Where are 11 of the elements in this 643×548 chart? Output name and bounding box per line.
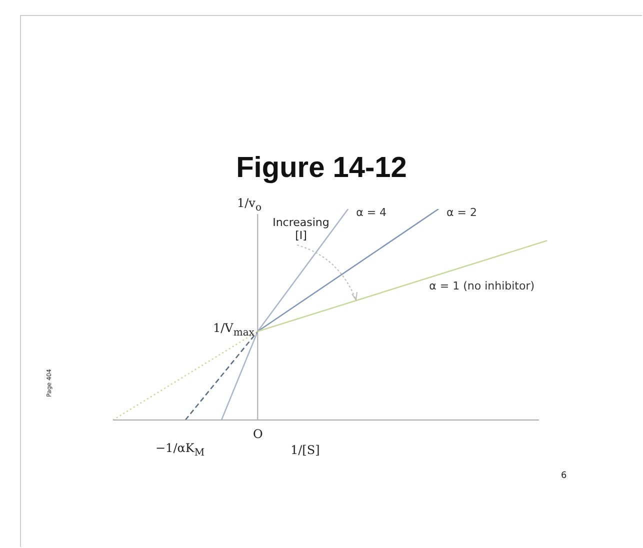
y-axis-title: 1/v$_{o}$: [237, 196, 262, 215]
annotation: 1/V$_{max}$: [213, 320, 254, 340]
x-axis-title: 1/[S]: [290, 443, 320, 457]
annotation: Increasing [I]: [272, 216, 330, 242]
series-label: α = 4: [356, 206, 387, 219]
chart-title: Figure 14-12: [235, 152, 408, 185]
text: 6: [561, 470, 567, 483]
series-label: α = 2: [446, 206, 477, 219]
series-label: α = 1 (no inhibitor): [429, 280, 535, 293]
text: −1/αK$_{M}$: [156, 440, 205, 460]
text: O: [253, 427, 263, 441]
